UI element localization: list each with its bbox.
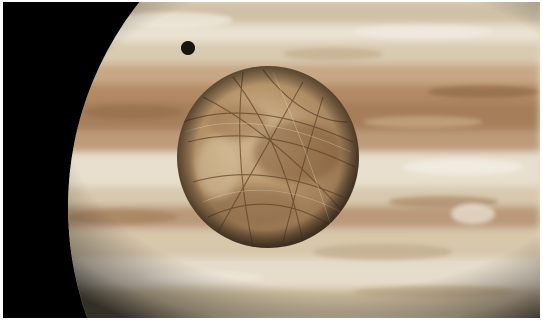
space-scene xyxy=(3,2,540,318)
moon-shadow xyxy=(181,41,195,55)
moon xyxy=(177,66,359,248)
